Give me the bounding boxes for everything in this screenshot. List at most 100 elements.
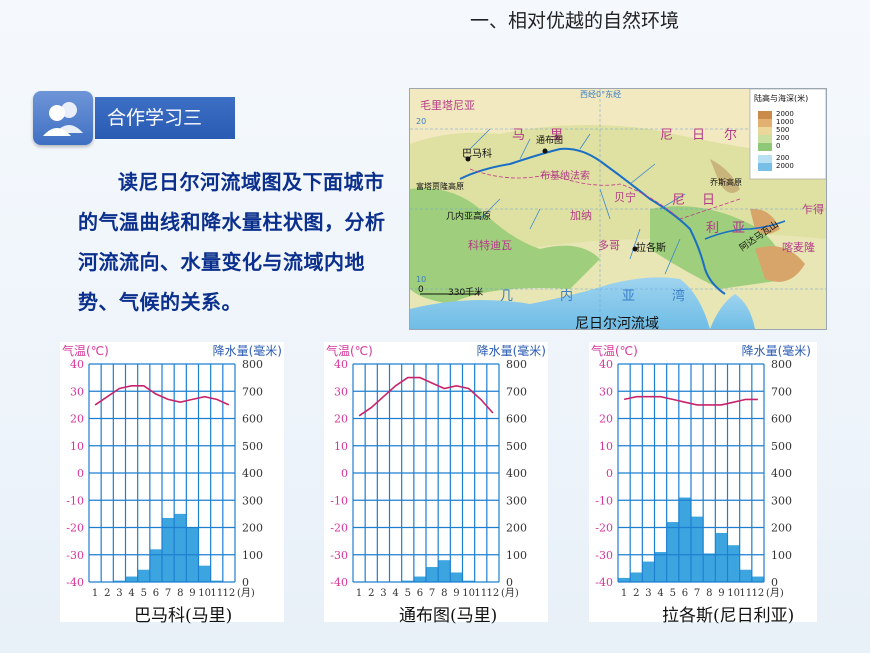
map-label-lagos: 拉各斯 xyxy=(636,243,666,254)
temp-tick-label: -20 xyxy=(595,522,613,535)
temp-tick-label: -10 xyxy=(330,494,348,507)
precip-bar xyxy=(426,567,439,582)
temp-axis-title: 气温(℃) xyxy=(326,343,373,358)
map-label-mali-2: 里 xyxy=(550,128,564,143)
map-label-jos: 乔斯高原 xyxy=(710,178,742,187)
precip-bar xyxy=(691,516,704,582)
precip-tick-label: 800 xyxy=(242,358,263,371)
precip-bar xyxy=(727,545,740,582)
month-tick-label: 3 xyxy=(380,588,386,599)
precip-tick-label: 500 xyxy=(242,440,263,453)
map-label-niger-3: 尔 xyxy=(724,128,738,143)
precip-tick-label: 600 xyxy=(242,413,263,426)
precip-bar xyxy=(666,522,679,582)
precip-bar xyxy=(642,561,655,582)
map-label-fouta: 富塔贾隆高原 xyxy=(416,182,464,191)
month-tick-label: 11 xyxy=(210,588,223,599)
map-label-bamako: 巴马科 xyxy=(462,149,492,160)
chart-lagos-svg: 气温(℃) 降水量(毫米)403020100-10-20-30-408007006… xyxy=(591,343,811,599)
map-label-gulf-4: 湾 xyxy=(672,289,686,304)
map-label-nigeria-3: 利 xyxy=(706,221,720,236)
temp-tick-label: 30 xyxy=(334,385,348,398)
month-unit-label: (月) xyxy=(766,587,784,599)
chart-lagos-caption: 拉各斯(尼日利亚) xyxy=(662,606,795,626)
precip-bar xyxy=(751,576,764,582)
temp-tick-label: 20 xyxy=(599,413,613,426)
precip-tick-label: 400 xyxy=(242,467,263,480)
temp-tick-label: -10 xyxy=(66,494,84,507)
map-label-burkina: 布基纳法索 xyxy=(540,171,590,182)
map-label-chad: 乍得 xyxy=(802,203,824,216)
precip-tick-label: 400 xyxy=(771,467,792,480)
temp-tick-label: 40 xyxy=(334,358,348,371)
precip-tick-label: 500 xyxy=(771,440,792,453)
temp-tick-label: -40 xyxy=(66,576,84,589)
precip-tick-label: 700 xyxy=(771,385,792,398)
map-label-niger-2: 日 xyxy=(692,128,706,143)
month-tick-label: 10 xyxy=(462,588,475,599)
temp-tick-label: -40 xyxy=(595,576,613,589)
precip-bar xyxy=(703,553,716,582)
month-tick-label: 6 xyxy=(417,588,423,599)
month-tick-label: 9 xyxy=(189,588,195,599)
precip-tick-label: 200 xyxy=(771,522,792,535)
precip-bar xyxy=(739,569,752,582)
precip-tick-label: 800 xyxy=(506,358,527,371)
temperature-curve xyxy=(94,384,230,406)
month-tick-label: 5 xyxy=(141,588,147,599)
map-label-benin: 贝宁 xyxy=(614,191,636,204)
precip-tick-label: 100 xyxy=(506,549,527,562)
temp-axis-title: 气温(℃) xyxy=(591,343,638,358)
temp-tick-label: 30 xyxy=(70,385,84,398)
precip-bar xyxy=(162,517,175,582)
precip-axis-title: 降水量(毫米) xyxy=(213,343,282,358)
precip-tick-label: 200 xyxy=(242,522,263,535)
month-tick-label: 3 xyxy=(645,588,651,599)
map-label-gulf-2: 内 xyxy=(560,289,574,304)
temp-tick-label: -30 xyxy=(330,549,348,562)
temp-axis-title: 气温(℃) xyxy=(62,343,109,358)
map-label-mali-1: 马 xyxy=(512,128,526,143)
precip-tick-label: 100 xyxy=(242,549,263,562)
chart-bamako-svg: 气温(℃) 降水量(毫米)403020100-10-20-30-408007006… xyxy=(62,343,282,599)
badge-label: 合作学习三 xyxy=(95,97,235,139)
precip-bar xyxy=(137,569,150,582)
map-label-cote: 科特迪瓦 xyxy=(468,239,512,252)
map-label-cameroon: 喀麦隆 xyxy=(782,241,815,254)
precip-bar xyxy=(174,513,187,582)
map-label-gulf-3: 亚 xyxy=(622,289,636,304)
temperature-curve xyxy=(358,376,494,417)
month-tick-label: 9 xyxy=(453,588,459,599)
temp-tick-label: 0 xyxy=(77,467,84,480)
month-tick-label: 5 xyxy=(405,588,411,599)
temp-tick-label: 10 xyxy=(70,440,84,453)
month-tick-label: 1 xyxy=(621,588,627,599)
precip-tick-label: 600 xyxy=(506,413,527,426)
precip-bar xyxy=(413,576,426,582)
month-unit-label: (月) xyxy=(501,587,519,599)
month-tick-label: 8 xyxy=(441,588,447,599)
precip-tick-label: 0 xyxy=(771,576,778,589)
month-tick-label: 7 xyxy=(165,588,171,599)
map-label-nigeria-2: 日 xyxy=(702,193,716,208)
temp-tick-label: -30 xyxy=(595,549,613,562)
map-label-lon0: 西经0°东经 xyxy=(580,90,622,99)
temp-tick-label: -20 xyxy=(66,522,84,535)
month-tick-label: 12 xyxy=(752,588,765,599)
precip-bar xyxy=(198,565,211,582)
precip-bar xyxy=(125,576,138,582)
precip-tick-label: 300 xyxy=(771,494,792,507)
month-tick-label: 6 xyxy=(682,588,688,599)
temp-tick-label: 40 xyxy=(599,358,613,371)
precip-bar xyxy=(630,572,643,582)
map-label-nigeria-1: 尼 xyxy=(672,193,686,208)
month-tick-label: 10 xyxy=(198,588,211,599)
temp-tick-label: 20 xyxy=(70,413,84,426)
precip-tick-label: 600 xyxy=(771,413,792,426)
precip-bar xyxy=(654,552,667,582)
month-tick-label: 4 xyxy=(128,588,134,599)
precip-tick-label: 0 xyxy=(506,576,513,589)
month-tick-label: 5 xyxy=(670,588,676,599)
map-label-ghana: 加纳 xyxy=(570,209,592,222)
month-tick-label: 11 xyxy=(739,588,752,599)
